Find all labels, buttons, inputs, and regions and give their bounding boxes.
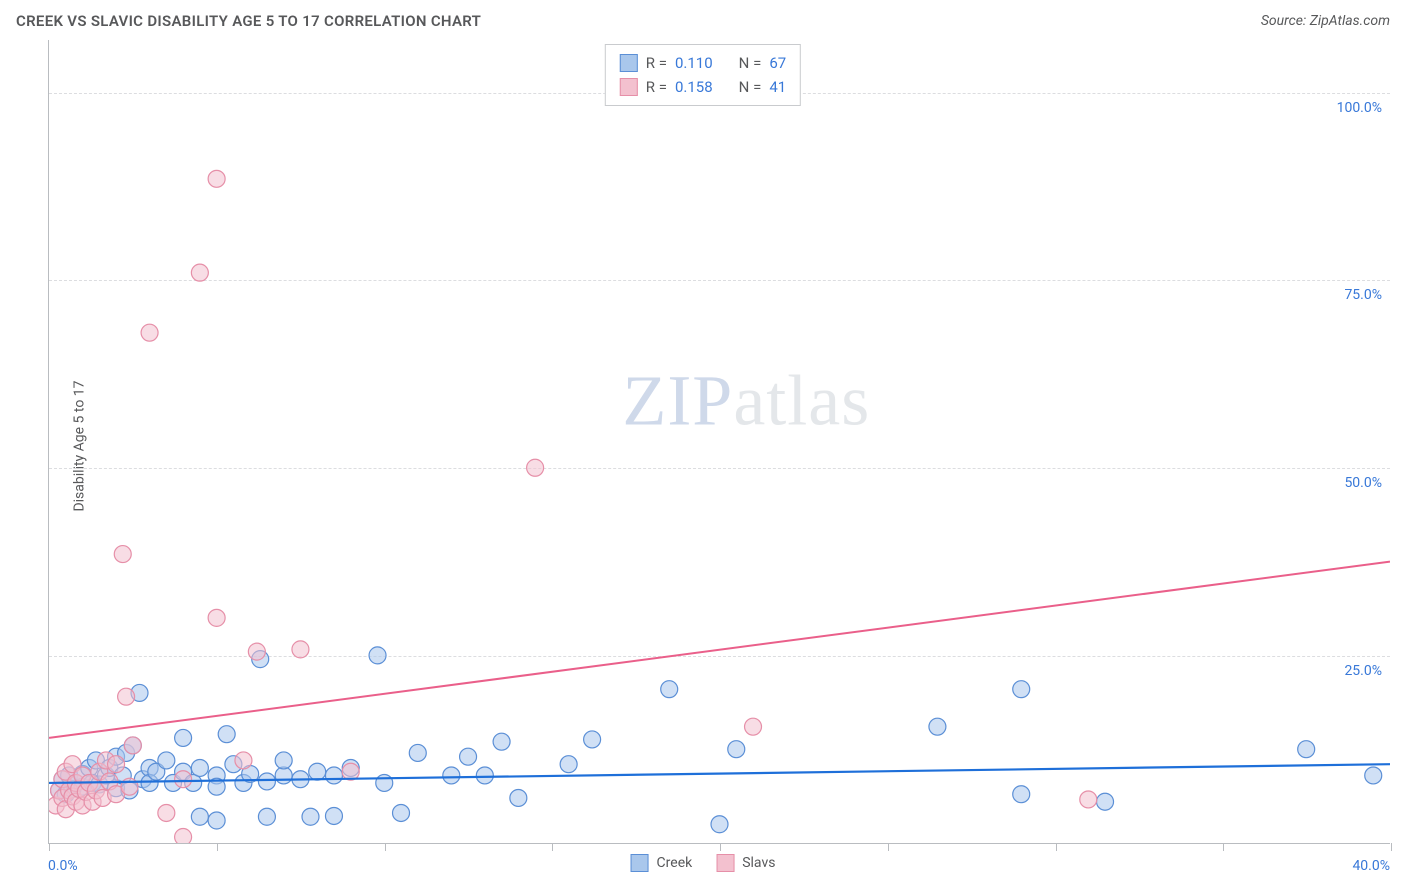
- data-point: [124, 737, 141, 754]
- data-point: [191, 759, 208, 776]
- legend-n-value: 67: [769, 51, 786, 75]
- x-tick: [49, 843, 50, 851]
- legend-row: R = 0.158 N = 41: [620, 75, 786, 99]
- chart-title: CREEK VS SLAVIC DISABILITY AGE 5 TO 17 C…: [16, 12, 481, 30]
- data-point: [1080, 791, 1097, 808]
- x-tick: [888, 843, 889, 851]
- legend-r-value: 0.110: [675, 51, 713, 75]
- x-axis-max-label: 40.0%: [1352, 858, 1390, 874]
- data-point: [218, 726, 235, 743]
- legend-r-label: R =: [646, 75, 667, 99]
- data-point: [191, 264, 208, 281]
- x-tick: [1223, 843, 1224, 851]
- data-point: [248, 643, 265, 660]
- legend-n-value: 41: [769, 75, 786, 99]
- data-point: [158, 752, 175, 769]
- x-axis-min-label: 0.0%: [48, 858, 78, 874]
- legend-swatch: [620, 54, 638, 72]
- data-point: [560, 756, 577, 773]
- data-point: [175, 829, 192, 843]
- series-legend: Creek Slavs: [631, 854, 776, 872]
- data-point: [118, 688, 135, 705]
- data-point: [292, 641, 309, 658]
- data-point: [1097, 793, 1114, 810]
- x-tick: [385, 843, 386, 851]
- legend-item: Slavs: [716, 854, 775, 872]
- x-tick: [552, 843, 553, 851]
- x-tick: [217, 843, 218, 851]
- data-point: [258, 773, 275, 790]
- data-point: [409, 744, 426, 761]
- data-point: [393, 804, 410, 821]
- data-point: [929, 718, 946, 735]
- data-point: [235, 752, 252, 769]
- data-point: [325, 807, 342, 824]
- data-point: [175, 729, 192, 746]
- legend-row: R = 0.110 N = 67: [620, 51, 786, 75]
- data-point: [661, 681, 678, 698]
- legend-n-label: N =: [739, 75, 762, 99]
- legend-item: Creek: [631, 854, 693, 872]
- legend-swatch: [631, 854, 649, 872]
- data-point: [476, 767, 493, 784]
- data-point: [369, 647, 386, 664]
- x-tick: [720, 843, 721, 851]
- data-point: [711, 816, 728, 833]
- data-point: [1013, 681, 1030, 698]
- data-point: [141, 324, 158, 341]
- legend-r-value: 0.158: [675, 75, 713, 99]
- correlation-legend: R = 0.110 N = 67 R = 0.158 N = 41: [605, 44, 801, 106]
- data-point: [460, 748, 477, 765]
- chart-plot-area: ZIPatlas: [48, 40, 1390, 844]
- data-point: [510, 789, 527, 806]
- data-point: [114, 546, 131, 563]
- data-point: [1365, 767, 1382, 784]
- scatter-plot-svg: [49, 40, 1390, 843]
- legend-n-label: N =: [739, 51, 762, 75]
- chart-source: Source: ZipAtlas.com: [1261, 13, 1390, 29]
- data-point: [275, 752, 292, 769]
- data-point: [728, 741, 745, 758]
- data-point: [584, 731, 601, 748]
- data-point: [443, 767, 460, 784]
- data-point: [376, 774, 393, 791]
- data-point: [208, 812, 225, 829]
- data-point: [258, 808, 275, 825]
- x-tick: [1391, 843, 1392, 851]
- data-point: [158, 804, 175, 821]
- data-point: [208, 609, 225, 626]
- data-point: [325, 767, 342, 784]
- x-tick: [1056, 843, 1057, 851]
- data-point: [527, 459, 544, 476]
- legend-r-label: R =: [646, 51, 667, 75]
- data-point: [191, 808, 208, 825]
- legend-swatch: [716, 854, 734, 872]
- legend-series-label: Creek: [657, 855, 693, 871]
- data-point: [1013, 786, 1030, 803]
- legend-swatch: [620, 78, 638, 96]
- data-point: [493, 733, 510, 750]
- data-point: [302, 808, 319, 825]
- data-point: [108, 756, 125, 773]
- data-point: [745, 718, 762, 735]
- data-point: [1298, 741, 1315, 758]
- data-point: [208, 170, 225, 187]
- data-point: [309, 763, 326, 780]
- data-point: [175, 771, 192, 788]
- legend-series-label: Slavs: [742, 855, 775, 871]
